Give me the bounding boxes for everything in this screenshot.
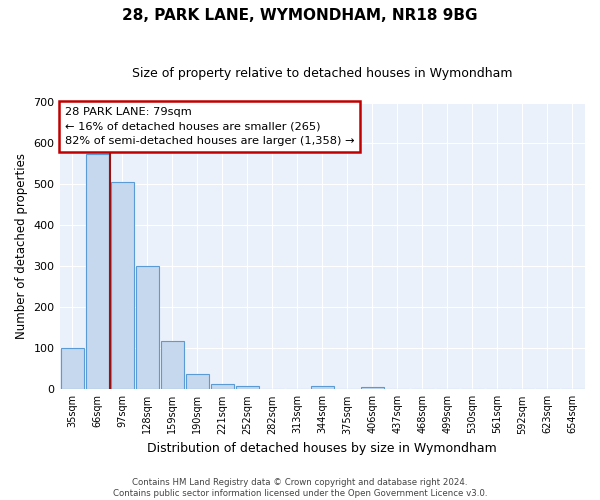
Title: Size of property relative to detached houses in Wymondham: Size of property relative to detached ho… [132,68,512,80]
Bar [211,384,233,390]
Bar [61,348,83,390]
Bar [136,266,158,390]
Bar [236,386,259,390]
X-axis label: Distribution of detached houses by size in Wymondham: Distribution of detached houses by size … [148,442,497,455]
Text: Contains HM Land Registry data © Crown copyright and database right 2024.
Contai: Contains HM Land Registry data © Crown c… [113,478,487,498]
Bar [311,386,334,390]
Text: 28 PARK LANE: 79sqm
← 16% of detached houses are smaller (265)
82% of semi-detac: 28 PARK LANE: 79sqm ← 16% of detached ho… [65,107,354,146]
Bar [161,341,184,390]
Bar [86,154,109,390]
Y-axis label: Number of detached properties: Number of detached properties [15,153,28,339]
Bar [185,374,209,390]
Bar [361,388,384,390]
Text: 28, PARK LANE, WYMONDHAM, NR18 9BG: 28, PARK LANE, WYMONDHAM, NR18 9BG [122,8,478,22]
Bar [110,182,134,390]
